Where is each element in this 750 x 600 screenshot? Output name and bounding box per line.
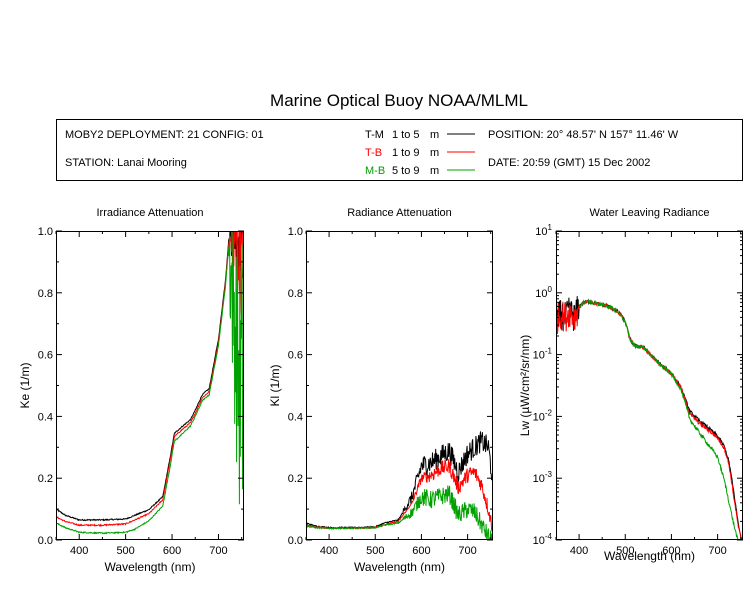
series-group xyxy=(556,296,743,540)
info-box-border xyxy=(56,119,743,181)
series-line-t-b xyxy=(56,231,243,527)
y-tick-label: 0.0 xyxy=(288,535,303,547)
x-tick-label: 400 xyxy=(320,545,338,557)
x-tick-label: 500 xyxy=(616,545,634,557)
x-tick-label: 700 xyxy=(708,545,726,557)
deployment-text: MOBY2 DEPLOYMENT: 21 CONFIG: 01 xyxy=(65,129,264,141)
x-tick-label: 700 xyxy=(458,545,476,557)
x-tick-label: 500 xyxy=(366,545,384,557)
x-axis-label: Wavelength (nm) xyxy=(105,560,196,574)
y-axis-label: Ke (1/m) xyxy=(18,362,32,408)
x-tick-label: 400 xyxy=(570,545,588,557)
legend-range-t-b: 1 to 9 xyxy=(392,147,420,159)
plot-frame xyxy=(56,231,244,540)
legend-code-m-b: M-B xyxy=(365,165,385,177)
y-tick-label: 0.2 xyxy=(38,473,53,485)
plot-frame xyxy=(306,231,493,540)
panel-1: Irradiance Attenuation 400 500 600 700 0.0 0.2… xyxy=(18,207,244,574)
chart-panels: Irradiance Attenuation 400 500 600 700 0.0 0.2… xyxy=(18,207,743,574)
legend-range-m-b: 5 to 9 xyxy=(392,165,420,177)
x-tick-label: 600 xyxy=(412,545,430,557)
panel-title: Irradiance Attenuation xyxy=(96,207,203,219)
panel-title: Radiance Attenuation xyxy=(347,207,452,219)
panel-2: Radiance Attenuation 400 500 600 700 0.0 0.2 0.… xyxy=(268,207,493,574)
x-tick-label: 500 xyxy=(116,545,134,557)
x-axis-label: Wavelength (nm) xyxy=(604,549,695,563)
y-tick-label: 0.4 xyxy=(38,411,53,423)
y-tick-label: 0.0 xyxy=(38,535,53,547)
x-tick-label: 600 xyxy=(163,545,181,557)
legend-code-t-m: T-M xyxy=(365,129,384,141)
y-tick-label: 101 xyxy=(535,223,552,238)
x-tick-label: 600 xyxy=(662,545,680,557)
y-tick-label: 0.4 xyxy=(288,411,303,423)
y-axis-label: Kl (1/m) xyxy=(268,364,282,406)
series-group xyxy=(306,431,493,540)
chart-title: Marine Optical Buoy NOAA/MLML xyxy=(270,91,528,110)
plot-frame xyxy=(556,231,743,540)
y-tick-label: 1.0 xyxy=(38,226,53,238)
x-tick-label: 700 xyxy=(209,545,227,557)
y-tick-label: 10-2 xyxy=(533,408,553,423)
y-tick-label: 0.8 xyxy=(288,288,303,300)
y-tick-label: 10-4 xyxy=(533,532,553,547)
legend-unit-t-b: m xyxy=(430,147,439,159)
x-axis-label: Wavelength (nm) xyxy=(354,560,445,574)
position-text: POSITION: 20° 48.57' N 157° 11.46' W xyxy=(488,129,679,141)
legend-unit-t-m: m xyxy=(430,129,439,141)
series-line-m-b xyxy=(578,299,739,540)
panel-3: Water Leaving Radiance 400 500 600 700 101 100… xyxy=(518,207,743,563)
y-tick-label: 1.0 xyxy=(288,226,303,238)
legend-unit-m-b: m xyxy=(430,165,439,177)
y-tick-label: 10-1 xyxy=(533,347,553,362)
x-tick-label: 400 xyxy=(70,545,88,557)
legend: T-M 1 to 5 m T-B 1 to 9 m M-B 5 to 9 m xyxy=(365,129,475,177)
y-tick-label: 0.8 xyxy=(38,288,53,300)
y-tick-label: 0.2 xyxy=(288,473,303,485)
legend-range-t-m: 1 to 5 xyxy=(392,129,420,141)
series-line-m-b xyxy=(306,485,493,540)
panel-title: Water Leaving Radiance xyxy=(589,207,709,219)
station-text: STATION: Lanai Mooring xyxy=(65,157,187,169)
y-tick-label: 0.6 xyxy=(38,350,53,362)
y-tick-label: 100 xyxy=(535,285,552,300)
series-line-t-m xyxy=(56,231,244,522)
date-text: DATE: 20:59 (GMT) 15 Dec 2002 xyxy=(488,157,650,169)
series-line-t-m xyxy=(556,296,743,540)
y-tick-label: 0.6 xyxy=(288,350,303,362)
y-axis-label: Lw (µW/cm²/sr/nm) xyxy=(518,335,532,437)
series-line-m-b xyxy=(56,231,244,535)
y-tick-label: 10-3 xyxy=(533,470,553,485)
series-line-t-b xyxy=(306,459,493,531)
info-box: MOBY2 DEPLOYMENT: 21 CONFIG: 01 STATION:… xyxy=(56,119,743,181)
series-group xyxy=(56,231,244,535)
series-line-t-b xyxy=(556,299,742,540)
legend-code-t-b: T-B xyxy=(365,147,382,159)
